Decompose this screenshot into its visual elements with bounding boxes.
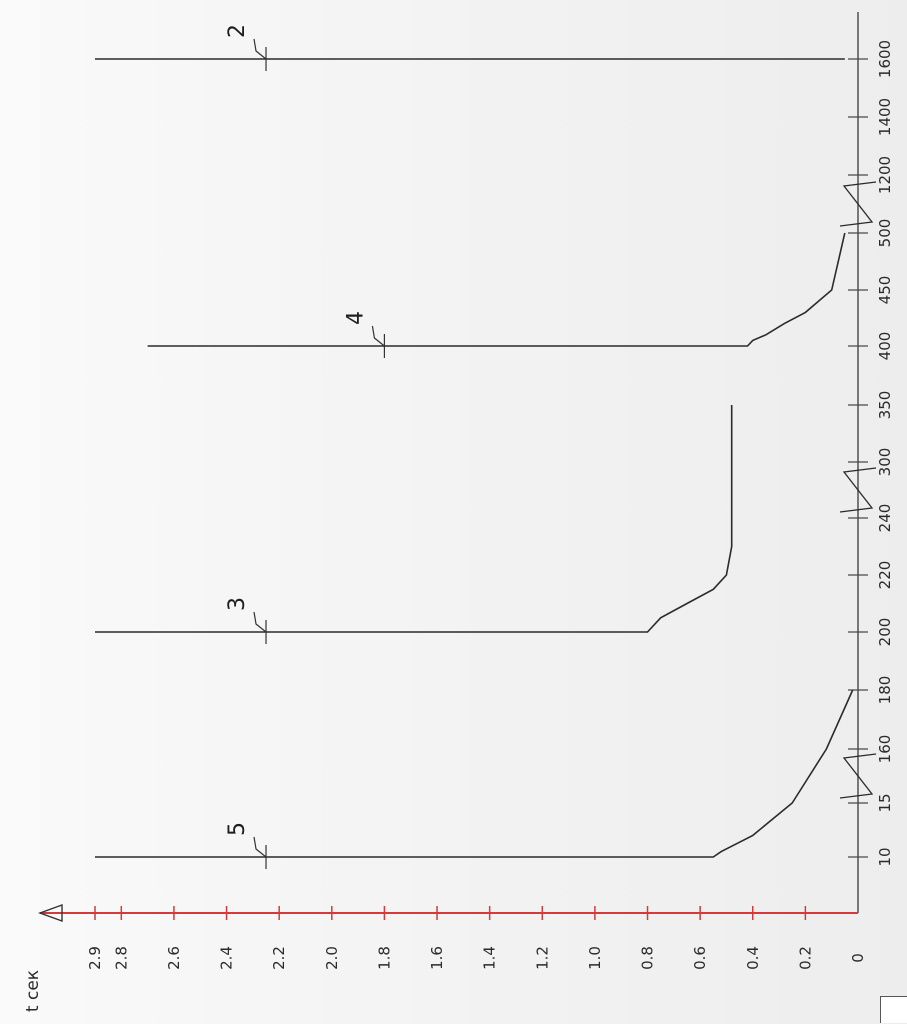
x-tick-label: 350 (876, 391, 894, 420)
y-tick-label: 0.6 (691, 946, 709, 970)
x-tick-label: 1200 (876, 156, 894, 194)
x-tick-label: 300 (876, 448, 894, 477)
curve-5 (95, 689, 854, 858)
x-tick-label: 180 (876, 676, 894, 705)
x-tick-label: 1600 (876, 40, 894, 78)
y-tick-label: 2.0 (323, 946, 341, 970)
x-tick-label: 1400 (876, 98, 894, 136)
curve-label-3: 3 (225, 597, 250, 611)
y-tick-label: 1.2 (533, 946, 551, 970)
x-tick-label: 15 (876, 793, 894, 812)
curves-group: 5 3 4 2 (95, 24, 854, 869)
y-tick-label: 1.8 (375, 946, 393, 970)
y-axis-label: t сек (23, 970, 43, 1012)
x-ticks-group: 10 15 160 180 200 220 240 300 350 400 450 500 1200 14… (848, 40, 894, 867)
axis-break-mark (839, 181, 877, 227)
y-tick-label: 0.8 (639, 946, 657, 970)
y-tick-label: 2.2 (270, 946, 288, 970)
curve-label-leader (371, 325, 385, 347)
x-tick-label: 450 (876, 276, 894, 305)
y-axis-arrow (37, 904, 63, 922)
x-tick-label: 200 (876, 618, 894, 647)
curve-4 (147, 232, 846, 347)
y-tick-label: 0.2 (796, 946, 814, 970)
y-tick-label: 0 (849, 953, 867, 963)
curve-label-4: 4 (343, 311, 368, 325)
curve-label-leader (253, 611, 267, 633)
curve-label-5: 5 (225, 822, 250, 836)
y-tick-label: 2.4 (218, 946, 236, 970)
axis-breaks-group (839, 181, 877, 799)
y-tick-label: 2.9 (86, 946, 104, 970)
curve-label-leader (253, 836, 267, 858)
x-tick-label: 160 (876, 735, 894, 764)
axes-group (37, 12, 859, 922)
x-tick-label: 500 (876, 219, 894, 248)
y-ticks-group: 0 0.2 0.4 0.6 0.8 1.0 1.2 1.4 1.6 1.8 2.0 2.2 2.4 2.6… (86, 906, 867, 970)
x-tick-label: 220 (876, 561, 894, 590)
x-tick-label: 10 (876, 847, 894, 866)
curve-label-leader (253, 38, 267, 60)
y-tick-label: 1.6 (428, 946, 446, 970)
y-tick-label: 1.4 (481, 946, 499, 970)
curve-3 (95, 405, 733, 633)
x-tick-label: 240 (876, 504, 894, 533)
axis-break-mark (839, 753, 877, 799)
curve-label-2: 2 (225, 24, 250, 38)
y-tick-label: 2.6 (165, 946, 183, 970)
x-tick-label: 400 (876, 332, 894, 361)
y-tick-label: 1.0 (586, 946, 604, 970)
axis-break-mark (839, 467, 877, 513)
y-tick-label: 2.8 (112, 946, 130, 970)
y-tick-label: 0.4 (744, 946, 762, 970)
corner-marker (880, 996, 907, 1023)
